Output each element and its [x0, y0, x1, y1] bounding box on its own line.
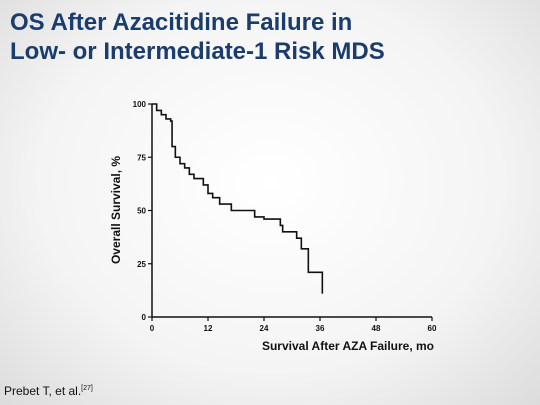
y-tick-label: 50: [137, 207, 146, 216]
x-tick-label: 60: [428, 324, 437, 333]
x-tick-label: 24: [260, 324, 269, 333]
y-axis-label: Overall Survival, %: [109, 156, 123, 264]
x-tick-label: 36: [316, 324, 325, 333]
x-tick-label: 48: [372, 324, 381, 333]
citation: Prebet T, et al.[27]: [4, 384, 93, 398]
y-tick-label: 100: [133, 100, 147, 109]
y-tick-label: 0: [142, 313, 147, 322]
title-line: OS After Azacitidine Failure in: [10, 9, 353, 36]
citation-text: Prebet T, et al.: [4, 384, 82, 398]
y-tick-label: 75: [137, 153, 146, 162]
x-tick-label: 0: [150, 324, 155, 333]
survival-curve: [152, 103, 324, 294]
x-axis-label: Survival After AZA Failure, mo: [262, 339, 434, 353]
slide-title: OS After Azacitidine Failure in Low- or …: [10, 8, 530, 66]
x-tick-label: 12: [204, 324, 213, 333]
title-line: Low- or Intermediate-1 Risk MDS: [10, 38, 385, 65]
y-tick-label: 25: [137, 260, 146, 269]
citation-ref: [27]: [81, 385, 93, 392]
